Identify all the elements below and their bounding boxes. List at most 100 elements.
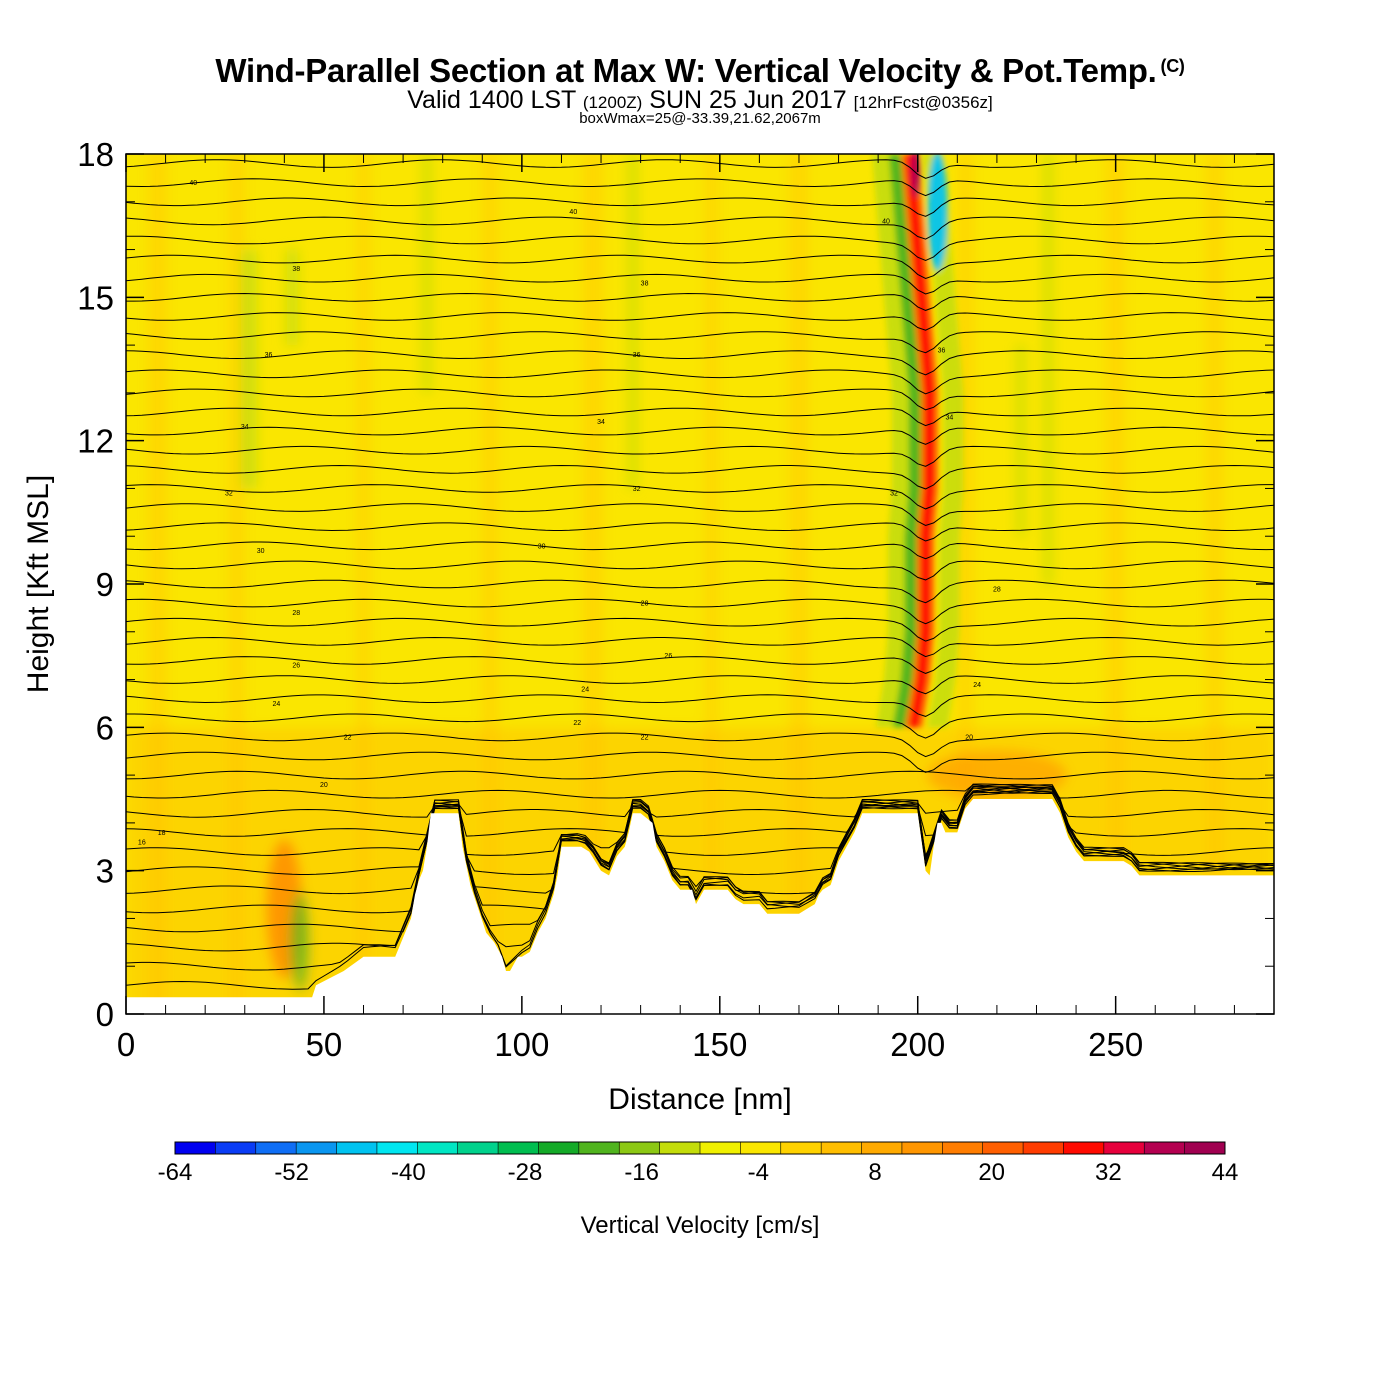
isentrope-label: 22 xyxy=(344,734,352,741)
isentrope-line xyxy=(126,579,1274,604)
isentrope-line xyxy=(126,783,1274,837)
valid-utc: (1200Z) xyxy=(582,93,643,112)
colorbar-tick-label: 20 xyxy=(978,1159,1005,1186)
y-tick-label: 3 xyxy=(96,853,114,890)
isentrope-label: 20 xyxy=(965,734,973,741)
y-tick-label: 6 xyxy=(96,709,114,746)
isentrope-label: 26 xyxy=(292,663,300,670)
isentrope-label: 20 xyxy=(320,782,328,789)
valid-time: Valid 1400 LST xyxy=(407,86,576,114)
terrain-mask xyxy=(126,799,1274,1014)
isentrope-line xyxy=(126,732,1274,758)
isentrope-label: 28 xyxy=(641,601,649,608)
isentrope-label: 30 xyxy=(538,543,546,550)
x-tick-label: 0 xyxy=(117,1026,135,1063)
isentrope-label: 38 xyxy=(641,281,649,288)
colorbar-swatch xyxy=(578,1142,620,1154)
colorbar-swatch xyxy=(1184,1142,1226,1154)
isentrope-line xyxy=(126,784,1274,857)
isentrope-line xyxy=(126,617,1274,642)
isentrope-label: 40 xyxy=(569,209,577,216)
weak-downdraft-streak xyxy=(628,154,637,489)
colorbar-swatch xyxy=(700,1142,741,1154)
isentrope-line xyxy=(126,503,1274,527)
isentrope-label: 34 xyxy=(945,414,953,421)
isentrope-line xyxy=(126,235,1274,262)
chart-title: Wind-Parallel Section at Max W: Vertical… xyxy=(0,52,1400,90)
colorbar-swatch xyxy=(215,1142,257,1154)
valid-date: SUN 25 Jun 2017 xyxy=(649,86,847,114)
isentrope-line xyxy=(126,598,1274,625)
isentrope-line xyxy=(126,713,1274,739)
forecast-info: [12hrFcst@0356z] xyxy=(853,93,993,112)
isentrope-line xyxy=(126,445,1274,467)
colorbar-swatch xyxy=(457,1142,499,1154)
weak-downdraft-streak xyxy=(1044,154,1053,584)
colorbar-tick-label: -64 xyxy=(158,1159,193,1186)
isentrope-line xyxy=(126,350,1274,376)
colorbar-swatch xyxy=(861,1142,903,1154)
weak-downdraft-streak xyxy=(240,249,257,489)
colorbar-swatch xyxy=(1103,1142,1145,1154)
isentrope-line xyxy=(126,770,1274,780)
isentrope-label: 30 xyxy=(257,548,265,555)
isentrope-line xyxy=(126,786,1274,952)
weak-downdraft-streak xyxy=(286,249,299,346)
colorbar-tick-label: -52 xyxy=(274,1159,309,1186)
colorbar-swatch xyxy=(296,1142,338,1154)
isentrope-line xyxy=(126,522,1274,542)
colorbar-swatch xyxy=(1144,1142,1186,1154)
isentrope-line xyxy=(126,331,1274,354)
isentrope-line xyxy=(126,254,1274,280)
isentrope-label: 32 xyxy=(225,491,233,498)
colorbar-swatch xyxy=(376,1142,418,1154)
isentrope-line xyxy=(126,178,1274,197)
isentrope-label: 38 xyxy=(292,266,300,273)
y-tick-label: 15 xyxy=(77,279,114,316)
colorbar-swatch xyxy=(901,1142,943,1154)
isentrope-line xyxy=(126,407,1274,427)
isentrope-line xyxy=(126,388,1274,411)
colorbar-swatch xyxy=(175,1142,216,1154)
y-axis-label: Height [Kft MSL] xyxy=(22,475,55,693)
weak-downdraft-streak xyxy=(422,154,431,393)
isentrope-labels: 40 40 40 38 38 36 36 36 34 34 34 32 32 32 30 30 28 28 28 26… xyxy=(138,180,1001,846)
isentrope-line xyxy=(126,484,1274,510)
y-tick-label: 12 xyxy=(77,423,114,460)
isentrope-line xyxy=(126,464,1274,490)
isentrope-line xyxy=(126,560,1274,581)
x-axis-label: Distance [nm] xyxy=(608,1083,791,1116)
isentrope-line xyxy=(126,694,1274,717)
isentrope-line xyxy=(126,786,1274,971)
colorbar-tick-label: 8 xyxy=(868,1159,881,1186)
colorbar-swatch xyxy=(1023,1142,1064,1154)
colorbar-swatch xyxy=(538,1142,580,1154)
colorbar-swatch xyxy=(619,1142,661,1154)
isentrope-line xyxy=(126,786,1274,876)
isentrope-label: 32 xyxy=(633,486,641,493)
isentrope-label: 18 xyxy=(158,830,166,837)
isentrope-label: 34 xyxy=(241,424,249,431)
colorbar-swatch xyxy=(1063,1142,1105,1154)
colorbar-swatch xyxy=(498,1142,539,1154)
colorbar-swatch xyxy=(417,1142,459,1154)
isentrope-label: 36 xyxy=(938,347,946,354)
isentrope-label: 28 xyxy=(292,610,300,617)
isentrope-label: 16 xyxy=(138,840,146,847)
colorbar: -64 -52 -40 -28 -16 -4 8 20 32 44 xyxy=(158,1141,1238,1186)
isentrope-label: 24 xyxy=(973,682,981,689)
isentrope-label: 24 xyxy=(581,687,589,694)
x-tick-label: 200 xyxy=(890,1026,945,1063)
isentrope-label: 28 xyxy=(993,586,1001,593)
isentrope-line xyxy=(126,369,1274,395)
colorbar-tick-label: -16 xyxy=(624,1159,659,1186)
isentrope-line xyxy=(126,292,1274,311)
colorbar-swatch xyxy=(942,1142,984,1154)
isentrope-line xyxy=(126,312,1274,331)
isentrope-line xyxy=(126,159,1274,179)
isentrope-line xyxy=(126,273,1274,295)
colorbar-swatch xyxy=(982,1142,1024,1154)
isentrope-line xyxy=(126,784,1274,799)
isentrope-line xyxy=(126,751,1274,773)
